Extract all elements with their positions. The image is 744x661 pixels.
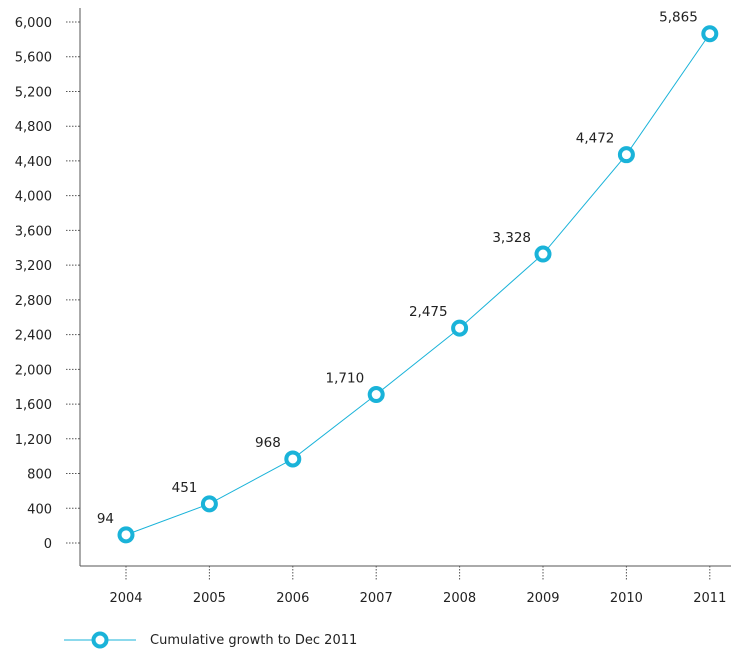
data-point [451,319,469,337]
x-tick-label: 2006 [276,591,309,606]
data-label: 451 [172,480,198,496]
data-point [117,526,135,544]
x-tick-label: 2007 [360,591,393,606]
data-label: 94 [97,511,114,527]
legend-marker [91,631,109,649]
y-tick-label: 4,800 [15,120,52,135]
data-label: 3,328 [492,230,531,246]
x-tick-label: 2005 [193,591,226,606]
y-tick-label: 2,000 [15,363,52,378]
y-tick-label: 3,600 [15,224,52,239]
x-tick-label: 2008 [443,591,476,606]
series-layer: 94 451 968 1,710 2,475 3,328 4,472 5,865 [97,10,719,544]
y-tick-label: 1,600 [15,398,52,413]
x-axis: 2004 2005 2006 2007 2008 2009 2010 2011 [80,565,731,606]
data-label: 4,472 [576,131,615,147]
y-tick-label: 5,200 [15,85,52,100]
y-tick-label: 1,200 [15,433,52,448]
y-tick-label: 6,000 [15,16,52,31]
legend-label: Cumulative growth to Dec 2011 [150,633,357,648]
data-point [617,146,635,164]
y-tick-label: 5,600 [15,51,52,66]
data-label: 2,475 [409,304,448,320]
y-tick-label: 2,800 [15,294,52,309]
data-label: 5,865 [659,10,698,26]
data-point [534,245,552,263]
data-point [701,25,719,43]
x-tick-label: 2010 [610,591,643,606]
data-point [284,450,302,468]
data-point [367,386,385,404]
x-tick-label: 2009 [526,591,559,606]
y-tick-label: 3,200 [15,259,52,274]
y-tick-label: 2,400 [15,329,52,344]
y-tick-label: 800 [27,468,52,483]
y-tick-label: 0 [44,537,52,552]
x-tick-label: 2004 [109,591,142,606]
y-tick-label: 4,000 [15,190,52,205]
y-tick-label: 400 [27,502,52,517]
y-axis: 0 400 800 1,200 1,600 2,000 2,400 2,800 3,200 3,6… [15,8,81,566]
y-tick-label: 4,400 [15,155,52,170]
series-line [125,33,711,536]
data-label: 1,710 [326,371,365,387]
x-tick-label: 2011 [693,591,726,606]
legend: Cumulative growth to Dec 2011 [64,631,357,649]
data-label: 968 [255,435,281,451]
data-point [200,495,218,513]
